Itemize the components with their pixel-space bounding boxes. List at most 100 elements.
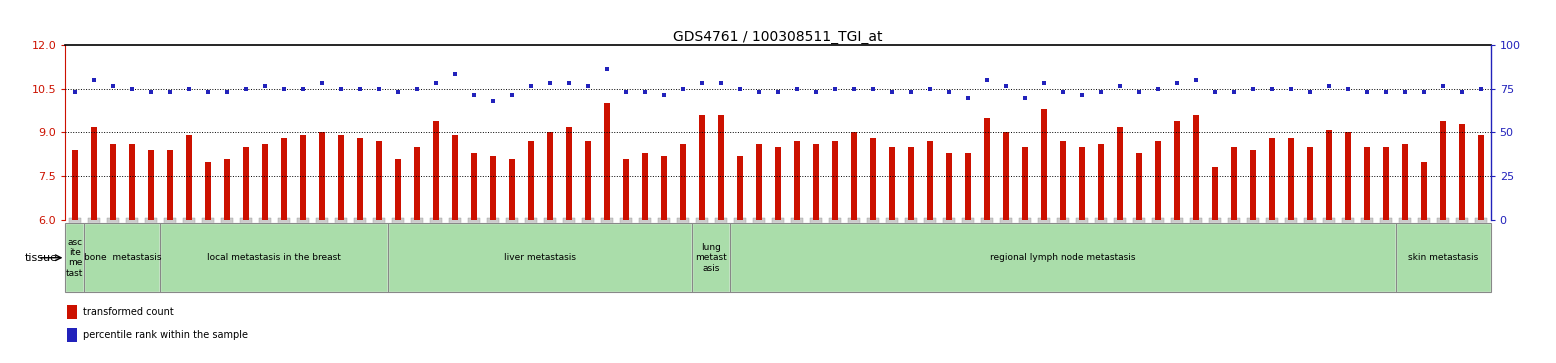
Point — [405, 86, 429, 92]
Point — [898, 89, 923, 95]
Point — [1430, 83, 1455, 89]
Point — [1355, 89, 1380, 95]
Bar — [1307, 147, 1313, 220]
Point — [1108, 83, 1133, 89]
Bar — [527, 141, 534, 220]
Bar — [812, 144, 820, 220]
Bar — [717, 115, 724, 220]
Bar — [356, 138, 363, 220]
Point — [215, 89, 240, 95]
Text: liver metastasis: liver metastasis — [504, 253, 576, 262]
Text: percentile rank within the sample: percentile rank within the sample — [82, 330, 247, 340]
Bar — [261, 144, 268, 220]
Point — [708, 80, 733, 86]
Point — [671, 86, 696, 92]
Point — [291, 86, 316, 92]
Bar — [546, 132, 554, 220]
Point — [442, 72, 467, 77]
Bar — [375, 141, 383, 220]
Text: local metastasis in the breast: local metastasis in the breast — [207, 253, 341, 262]
Bar — [148, 150, 154, 220]
Bar — [1212, 167, 1218, 220]
Bar — [67, 328, 76, 342]
Point — [689, 80, 714, 86]
Bar — [470, 153, 478, 220]
Point — [613, 89, 638, 95]
Text: lung
metast
asis: lung metast asis — [696, 243, 727, 273]
Bar — [965, 153, 971, 220]
Point — [576, 83, 601, 89]
Point — [1127, 89, 1151, 95]
Point — [347, 86, 372, 92]
Bar — [166, 150, 173, 220]
Bar — [1097, 144, 1105, 220]
Bar — [84, 223, 160, 292]
Bar — [185, 135, 193, 220]
Bar — [395, 159, 401, 220]
Text: asc
ite
me
tast: asc ite me tast — [67, 238, 84, 278]
Bar — [730, 223, 1396, 292]
Bar — [1249, 150, 1256, 220]
Text: tissue: tissue — [25, 253, 58, 263]
Bar — [1402, 144, 1408, 220]
Point — [1240, 86, 1265, 92]
Point — [1411, 89, 1436, 95]
Point — [633, 89, 658, 95]
Bar — [1288, 138, 1295, 220]
Bar — [946, 153, 952, 220]
Bar — [794, 141, 800, 220]
Point — [481, 98, 506, 103]
Point — [955, 95, 980, 101]
Point — [1069, 92, 1094, 98]
Point — [1013, 95, 1038, 101]
Point — [937, 89, 962, 95]
Bar — [661, 156, 668, 220]
Point — [728, 86, 753, 92]
Point — [1203, 89, 1228, 95]
Bar — [585, 141, 591, 220]
Bar — [490, 156, 496, 220]
Bar — [433, 121, 439, 220]
Point — [423, 80, 448, 86]
Bar — [907, 147, 915, 220]
Point — [1032, 80, 1057, 86]
Point — [252, 83, 277, 89]
Point — [62, 89, 87, 95]
Point — [157, 89, 182, 95]
Point — [1164, 80, 1189, 86]
Bar — [1344, 132, 1352, 220]
Bar — [1268, 138, 1276, 220]
Point — [271, 86, 296, 92]
Bar — [1396, 223, 1491, 292]
Bar — [692, 223, 730, 292]
Point — [1469, 86, 1494, 92]
Bar — [1231, 147, 1237, 220]
Point — [1316, 83, 1341, 89]
Point — [138, 89, 163, 95]
Bar — [1460, 124, 1466, 220]
Point — [974, 77, 999, 83]
Point — [1335, 86, 1360, 92]
Bar — [204, 162, 212, 220]
Bar — [1136, 153, 1142, 220]
Bar — [851, 132, 857, 220]
Bar — [414, 147, 420, 220]
Bar — [1002, 132, 1010, 220]
Bar — [1421, 162, 1427, 220]
Bar — [1155, 141, 1161, 220]
Bar — [280, 138, 288, 220]
Point — [860, 86, 885, 92]
Point — [1298, 89, 1323, 95]
Bar — [832, 141, 839, 220]
Point — [81, 77, 106, 83]
Point — [994, 83, 1019, 89]
Bar — [67, 305, 76, 319]
Bar — [1022, 147, 1029, 220]
Bar — [224, 159, 230, 220]
Point — [1450, 89, 1475, 95]
Bar — [1326, 130, 1332, 220]
Point — [766, 89, 790, 95]
Bar — [65, 223, 84, 292]
Point — [233, 86, 258, 92]
Bar — [1439, 121, 1447, 220]
